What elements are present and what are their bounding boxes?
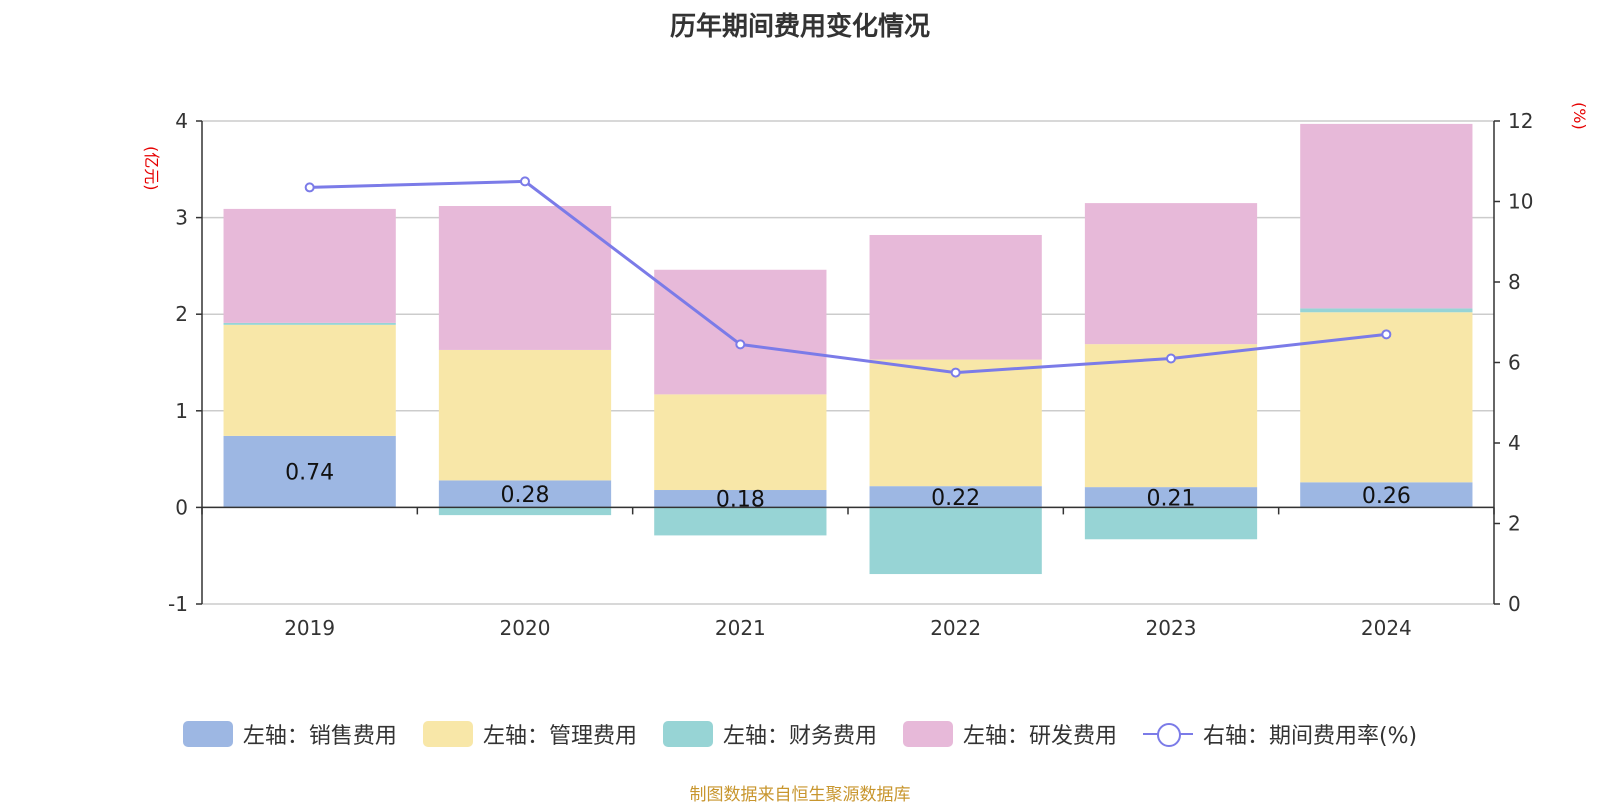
legend-label: 左轴：财务费用 [722,724,877,749]
rate-point-2020 [520,176,530,187]
rate-point-2022 [950,367,961,378]
left-axis-unit: (亿元) [142,146,161,191]
legend-item-1[interactable]: 左轴：管理费用 [422,718,637,750]
bar-s1-2020 [438,349,612,481]
bar-s0-2023 [1084,487,1258,508]
rate-line-path [309,179,1387,375]
bar-s0-2019 [223,435,396,508]
bar-s2-2020 [438,507,612,516]
x-tick-label-2024: 2024 [1361,616,1412,640]
bar-s2-2021 [654,507,827,536]
bar-s0-2024 [1300,482,1473,508]
data-label-2019: 0.74 [285,461,334,486]
left-tick-label-4: 3 [175,206,188,230]
bar-s1-2019 [223,324,396,436]
data-label-2021: 0.18 [716,488,765,513]
left-tick-label-3: 2 [175,302,188,326]
right-tick-label-4: 8 [1508,270,1521,294]
legend-item-0[interactable]: 左轴：销售费用 [182,718,397,750]
bar-s0-2020 [438,480,612,508]
bar-s3-2019 [223,208,396,323]
x-tick-label-2020: 2020 [500,616,551,640]
x-tick-label-2023: 2023 [1146,616,1197,640]
right-tick-label-2: 4 [1508,431,1521,455]
left-tick-label-2: 1 [175,399,188,423]
right-tick-label-3: 6 [1508,351,1521,375]
right-tick-label-1: 2 [1508,512,1521,536]
legend-label: 左轴：销售费用 [242,724,397,749]
rate-point-2024 [1381,329,1392,340]
legend-label: 左轴：研发费用 [962,724,1117,749]
data-label-2024: 0.26 [1362,484,1411,509]
bar-s3-2021 [654,269,827,395]
right-tick-label-6: 12 [1508,109,1533,133]
legend-item-3[interactable]: 左轴：研发费用 [902,718,1117,750]
line-marker-icon [1142,721,1193,747]
bar-s3-2022 [869,234,1042,360]
bar-s0-2021 [654,490,827,508]
bar-s3-2020 [438,206,612,350]
legend-swatch [662,721,713,747]
x-tick-label-2021: 2021 [715,616,766,640]
bar-s2-2024 [1300,308,1473,313]
right-tick-label-0: 0 [1508,592,1521,616]
legend-swatch [902,721,953,747]
left-tick-label-0: -1 [168,592,188,616]
data-label-2023: 0.21 [1147,486,1196,511]
legend-item-4[interactable]: 右轴：期间费用率(%) [1142,718,1418,750]
legend-label: 左轴：管理费用 [482,724,637,749]
bar-s2-2023 [1084,507,1258,540]
left-tick-label-5: 4 [175,109,188,133]
rate-line [304,176,1392,378]
bar-s2-2019 [223,322,396,325]
right-axis-unit: (%) [1570,102,1589,130]
bar-s1-2022 [869,359,1042,487]
legend: 左轴：销售费用 左轴：管理费用 左轴：财务费用 左轴：研发费用 右轴：期间费用率(%) [0,718,1600,750]
right-tick-label-5: 10 [1508,190,1533,214]
legend-label: 右轴：期间费用率(%) [1202,724,1418,749]
legend-item-2[interactable]: 左轴：财务费用 [662,718,877,750]
source-note: 制图数据来自恒生聚源数据库 [689,785,911,805]
legend-swatch [422,721,473,747]
left-tick-label-1: 0 [175,495,188,519]
x-tick-label-2019: 2019 [284,616,335,640]
data-label-2020: 0.28 [501,483,550,508]
chart-title: 历年期间费用变化情况 [669,12,930,42]
data-label-2022: 0.22 [931,486,980,511]
bar-s0-2022 [869,486,1042,508]
rate-point-2021 [735,339,746,350]
rate-point-2023 [1166,353,1176,364]
bar-s3-2023 [1084,203,1258,345]
x-tick-label-2022: 2022 [930,616,981,640]
bar-s1-2023 [1084,344,1258,488]
bar-s2-2022 [869,507,1042,575]
bar-s1-2021 [654,394,827,491]
rate-point-2019 [304,182,315,193]
bar-s3-2024 [1300,123,1473,309]
data-labels: 0.74 0.28 0.18 0.22 0.21 0.26 [285,461,1411,513]
legend-swatch [182,721,233,747]
bars [223,123,1473,575]
